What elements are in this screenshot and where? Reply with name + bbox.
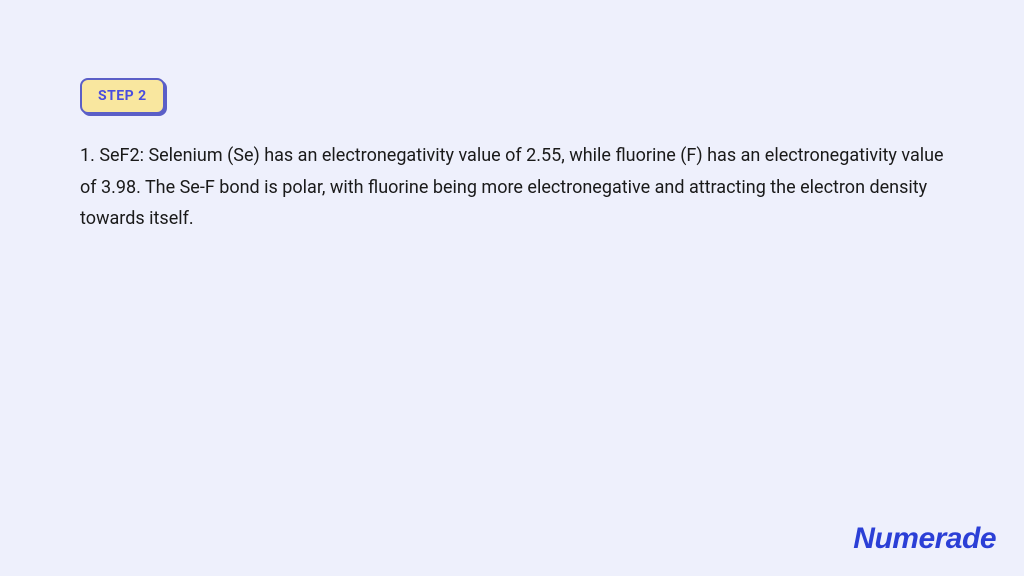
brand-logo: Numerade: [853, 522, 996, 556]
body-paragraph: 1. SeF2: Selenium (Se) has an electroneg…: [80, 140, 944, 235]
content-wrapper: STEP 2 1. SeF2: Selenium (Se) has an ele…: [0, 0, 1024, 235]
step-badge: STEP 2: [80, 78, 165, 114]
